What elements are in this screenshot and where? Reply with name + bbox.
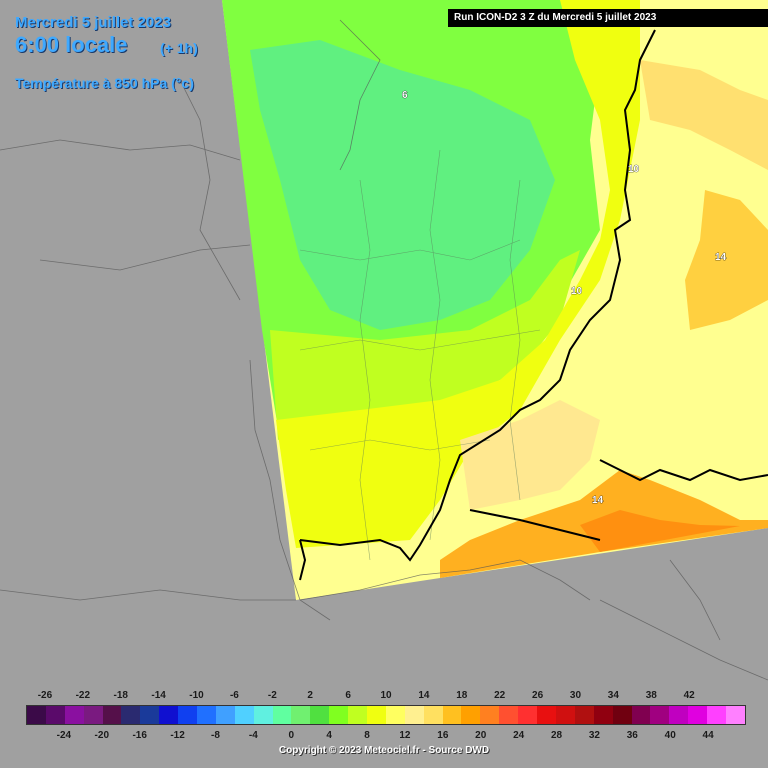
legend-swatch (725, 706, 745, 724)
legend-swatch (121, 706, 141, 724)
legend-tick-top: -22 (75, 690, 91, 701)
contour-label-14-east: 14 (715, 252, 727, 263)
region-borders (299, 149, 541, 561)
legend-swatch (291, 706, 311, 724)
temp-zone-mild (276, 0, 640, 548)
temp-zone-warm-north (640, 60, 768, 170)
legend-swatch (631, 706, 651, 724)
legend-tick-bottom: 44 (702, 730, 714, 741)
legend-swatch (329, 706, 349, 724)
legend-swatch (159, 706, 179, 724)
temp-zone-warm-east (685, 190, 768, 330)
legend-swatch (499, 706, 519, 724)
legend-tick-top: -6 (229, 690, 239, 701)
legend-swatch (461, 706, 481, 724)
legend-swatch (574, 706, 594, 724)
forecast-date: Mercredi 5 juillet 2023 (15, 14, 171, 31)
legend-tick-bottom: -24 (56, 730, 72, 741)
legend-tick-bottom: -12 (170, 730, 185, 741)
legend-tick-top: 42 (683, 690, 695, 701)
copyright-text: Copyright © 2023 Meteociel.fr - Source D… (278, 745, 490, 756)
parameter-title: Température à 850 hPa (°c) (15, 75, 194, 91)
legend-tick-top: 26 (532, 690, 544, 701)
legend-swatch (593, 706, 613, 724)
legend-swatch (102, 706, 122, 724)
legend-swatch (178, 706, 198, 724)
legend-swatch (140, 706, 160, 724)
legend-tick-top: -10 (189, 690, 204, 701)
legend-tick-bottom: 40 (664, 730, 676, 741)
legend-tick-bottom: -20 (94, 730, 110, 741)
legend-swatch (234, 706, 254, 724)
legend-tick-bottom: 32 (588, 730, 600, 741)
legend-swatch (442, 706, 462, 724)
temp-zone-warm-center (460, 400, 600, 510)
legend-swatch (367, 706, 386, 724)
legend-swatch (83, 706, 103, 724)
legend-swatch (423, 706, 443, 724)
legend-tick-top: -2 (267, 690, 277, 701)
legend-tick-bottom: 36 (626, 730, 638, 741)
legend-swatch (385, 706, 405, 724)
legend-swatch (537, 706, 556, 724)
legend-swatch (215, 706, 235, 724)
legend-swatch (45, 706, 65, 724)
legend-tick-bottom: 12 (399, 730, 411, 741)
run-banner: Run ICON-D2 3 Z du Mercredi 5 juillet 20… (448, 9, 768, 27)
legend-swatch (518, 706, 538, 724)
legend-tick-top: 6 (345, 690, 351, 701)
legend-tick-bottom: -8 (211, 730, 220, 741)
contour-label-10-north: 10 (628, 164, 640, 175)
legend-tick-bottom: 8 (364, 730, 370, 741)
forecast-local-time: 6:00 locale (15, 32, 128, 57)
legend-swatch (688, 706, 708, 724)
legend-tick-top: -14 (151, 690, 166, 701)
temp-zone-hot-coast (580, 510, 740, 552)
legend-tick-top: 30 (569, 690, 582, 701)
legend-swatch (669, 706, 689, 724)
legend-tick-bottom: 4 (326, 730, 332, 741)
color-scale-legend (26, 705, 746, 725)
legend-swatch (253, 706, 273, 724)
forecast-offset: (+ 1h) (160, 40, 198, 56)
legend-tick-bottom: 16 (437, 730, 449, 741)
legend-tick-top: 10 (380, 690, 392, 701)
legend-tick-top: 2 (307, 690, 313, 701)
legend-tick-top: 34 (607, 690, 619, 701)
legend-swatch (348, 706, 368, 724)
legend-swatch (64, 706, 84, 724)
legend-swatch (197, 706, 216, 724)
legend-tick-top: -18 (113, 690, 128, 701)
legend-swatch (650, 706, 670, 724)
legend-swatch (404, 706, 424, 724)
borders (0, 19, 768, 681)
legend-swatch (707, 706, 726, 724)
legend-tick-bottom: 28 (550, 730, 563, 741)
legend-tick-bottom: 0 (288, 730, 295, 741)
legend-tick-bottom: 24 (513, 730, 525, 741)
legend-tick-bottom: -4 (248, 730, 258, 741)
contour-label-10-center: 10 (571, 286, 583, 297)
legend-tick-top: 38 (645, 690, 657, 701)
temp-zone-mild-green (270, 250, 580, 440)
legend-swatch (310, 706, 330, 724)
isotherms (299, 29, 768, 581)
legend-tick-bottom: -16 (132, 730, 147, 741)
legend-tick-bottom: 20 (475, 730, 487, 741)
temp-zone-cold (250, 40, 555, 330)
contour-label-14-south: 14 (592, 495, 604, 506)
legend-tick-top: 22 (494, 690, 506, 701)
legend-swatch (480, 706, 500, 724)
legend-tick-top: 14 (418, 690, 430, 701)
legend-swatch (612, 706, 632, 724)
legend-tick-top: -26 (37, 690, 53, 701)
legend-swatch (27, 706, 46, 724)
contour-label-6: 6 (402, 90, 408, 101)
legend-tick-top: 18 (456, 690, 468, 701)
legend-swatch (272, 706, 292, 724)
legend-swatch (555, 706, 575, 724)
